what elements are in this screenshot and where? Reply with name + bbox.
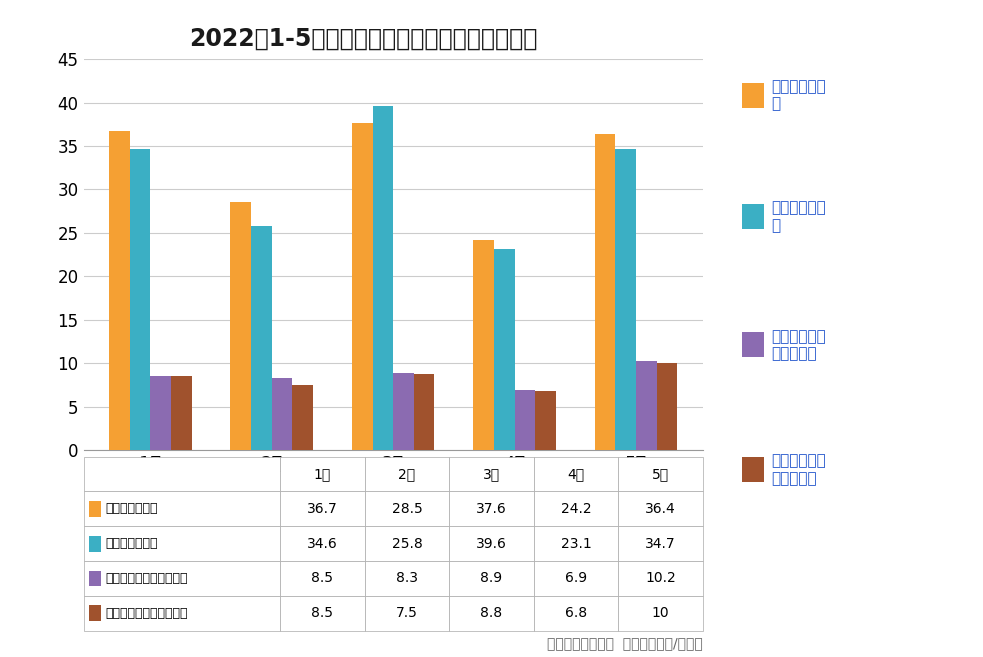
Text: 36.7: 36.7 [307,502,338,516]
Bar [230,202,251,450]
Text: 纯电动汽车产
量: 纯电动汽车产 量 [772,79,827,112]
Text: 插电式混合动力汽车销量: 插电式混合动力汽车销量 [105,607,188,620]
Bar [494,250,515,450]
Text: 6.8: 6.8 [565,606,587,620]
Bar [271,378,292,450]
Text: 3月: 3月 [483,467,500,481]
Text: 插电式混合动
力汽车销量: 插电式混合动 力汽车销量 [772,453,827,486]
Bar [657,363,677,450]
Text: 7.5: 7.5 [396,606,418,620]
Text: 8.5: 8.5 [312,606,333,620]
Text: 8.9: 8.9 [481,572,502,585]
Text: 34.6: 34.6 [307,537,338,551]
Bar [150,376,171,450]
Bar [636,361,657,450]
Text: 37.6: 37.6 [476,502,507,516]
Text: 10: 10 [652,606,669,620]
Bar [536,391,556,450]
Bar [352,124,373,450]
Bar [373,106,393,450]
Text: 纯电动汽车销量: 纯电动汽车销量 [105,537,157,550]
Text: 1月: 1月 [314,467,331,481]
Text: 4月: 4月 [567,467,585,481]
Text: 39.6: 39.6 [476,537,507,551]
Bar [109,131,130,450]
Text: 25.8: 25.8 [391,537,423,551]
Bar [393,373,414,450]
Bar [474,240,494,450]
Text: 8.8: 8.8 [481,606,502,620]
Text: 23.1: 23.1 [560,537,592,551]
Text: 插电式混合动力汽车产量: 插电式混合动力汽车产量 [105,572,188,585]
Bar [615,148,636,450]
Bar [414,374,434,450]
Text: 数据来源：中汽协  制表：电池网/数据部: 数据来源：中汽协 制表：电池网/数据部 [548,637,703,650]
Text: 插电式混合动
力汽车产量: 插电式混合动 力汽车产量 [772,328,827,361]
Bar [171,376,192,450]
Text: 纯电动汽车产量: 纯电动汽车产量 [105,503,157,515]
Text: 2022年1-5月新能源汽车产销量（单位：万辆）: 2022年1-5月新能源汽车产销量（单位：万辆） [190,26,538,51]
Bar [292,385,313,450]
Text: 10.2: 10.2 [645,572,676,585]
Text: 34.7: 34.7 [645,537,676,551]
Text: 6.9: 6.9 [565,572,587,585]
Bar [251,226,271,450]
Text: 2月: 2月 [398,467,416,481]
Text: 5月: 5月 [652,467,669,481]
Text: 36.4: 36.4 [645,502,676,516]
Text: 纯电动汽车销
量: 纯电动汽车销 量 [772,200,827,233]
Text: 8.5: 8.5 [312,572,333,585]
Text: 28.5: 28.5 [391,502,423,516]
Bar [130,150,150,450]
Text: 8.3: 8.3 [396,572,418,585]
Bar [515,390,536,450]
Bar [595,134,615,450]
Text: 24.2: 24.2 [560,502,592,516]
